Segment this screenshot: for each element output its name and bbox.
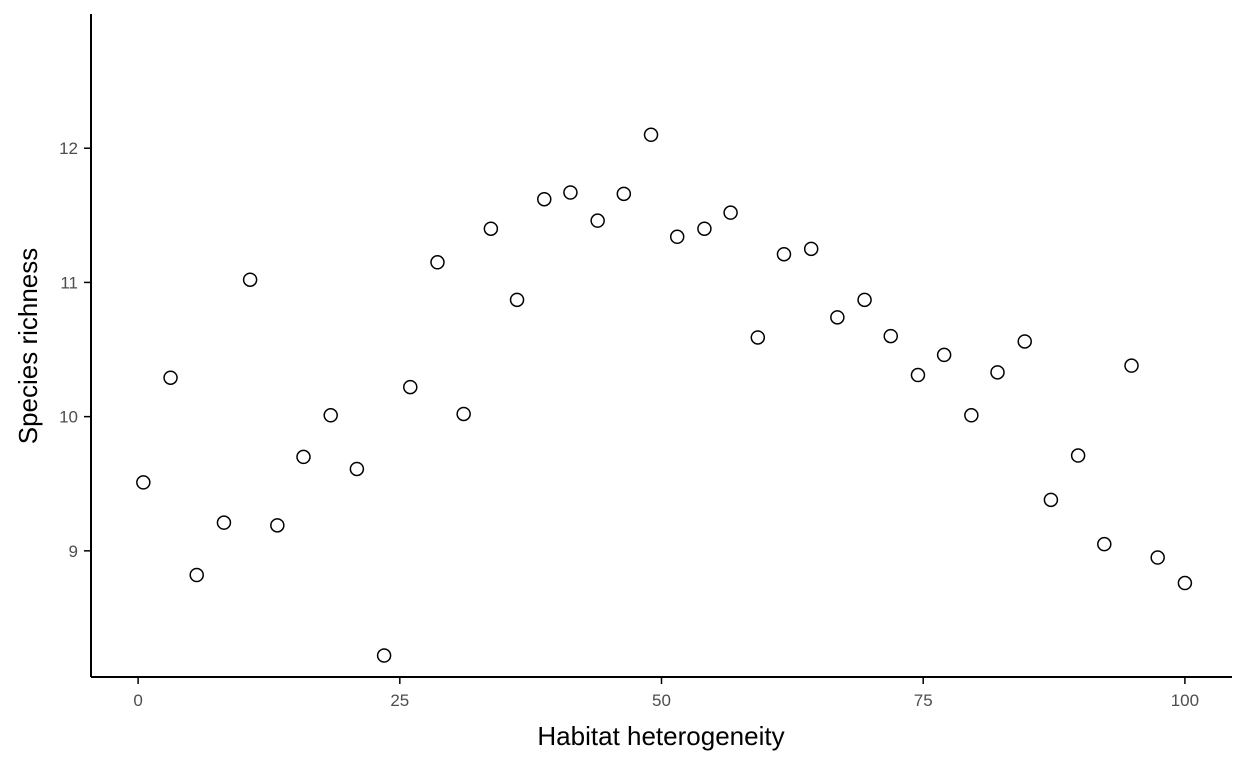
- data-point: [1017, 334, 1032, 349]
- data-point: [509, 292, 525, 308]
- data-point: [723, 205, 738, 220]
- data-point: [349, 461, 365, 477]
- x-axis-ticks: 0 25 50 75 100: [133, 677, 1199, 710]
- data-point: [136, 475, 151, 490]
- data-point: [216, 515, 232, 530]
- data-point: [964, 408, 979, 423]
- data-point: [323, 408, 338, 423]
- data-point: [669, 229, 685, 245]
- data-point: [697, 221, 712, 236]
- data-point: [803, 241, 819, 257]
- data-point: [430, 255, 445, 270]
- x-tick-label: 25: [390, 691, 409, 710]
- data-point: [483, 221, 499, 236]
- y-tick-label: 9: [69, 542, 78, 561]
- data-point: [1150, 550, 1165, 565]
- data-point: [750, 330, 766, 345]
- data-point: [857, 292, 872, 308]
- x-tick-label: 100: [1171, 691, 1199, 710]
- data-point: [776, 246, 792, 262]
- data-point: [1097, 536, 1112, 552]
- x-tick-label: 50: [652, 691, 671, 710]
- data-point: [883, 328, 898, 344]
- data-point: [537, 191, 552, 207]
- y-axis-title: Species richness: [13, 248, 43, 445]
- x-tick-label: 0: [133, 691, 142, 710]
- data-point: [296, 449, 311, 465]
- data-point: [270, 518, 285, 533]
- data-point: [1043, 492, 1059, 508]
- points-layer: [136, 127, 1193, 663]
- data-point: [643, 127, 659, 143]
- data-point: [590, 213, 605, 228]
- y-tick-label: 10: [59, 408, 78, 427]
- data-point: [242, 272, 258, 287]
- data-point: [1177, 575, 1193, 591]
- data-point: [189, 567, 204, 583]
- data-point: [403, 379, 418, 395]
- data-point: [830, 310, 845, 325]
- data-point: [990, 365, 1005, 380]
- y-tick-label: 11: [60, 273, 78, 292]
- data-point: [376, 648, 392, 663]
- data-point: [936, 347, 952, 363]
- y-axis-ticks: 9 10 11 12: [59, 139, 91, 561]
- data-point: [616, 186, 632, 202]
- data-point: [1124, 358, 1139, 373]
- x-tick-label: 75: [914, 691, 933, 710]
- data-point: [163, 370, 178, 385]
- data-point: [563, 185, 578, 200]
- data-point: [1070, 448, 1086, 463]
- data-point: [456, 406, 471, 422]
- data-point: [910, 367, 926, 383]
- x-axis-title: Habitat heterogeneity: [537, 721, 784, 751]
- y-tick-label: 12: [59, 139, 78, 158]
